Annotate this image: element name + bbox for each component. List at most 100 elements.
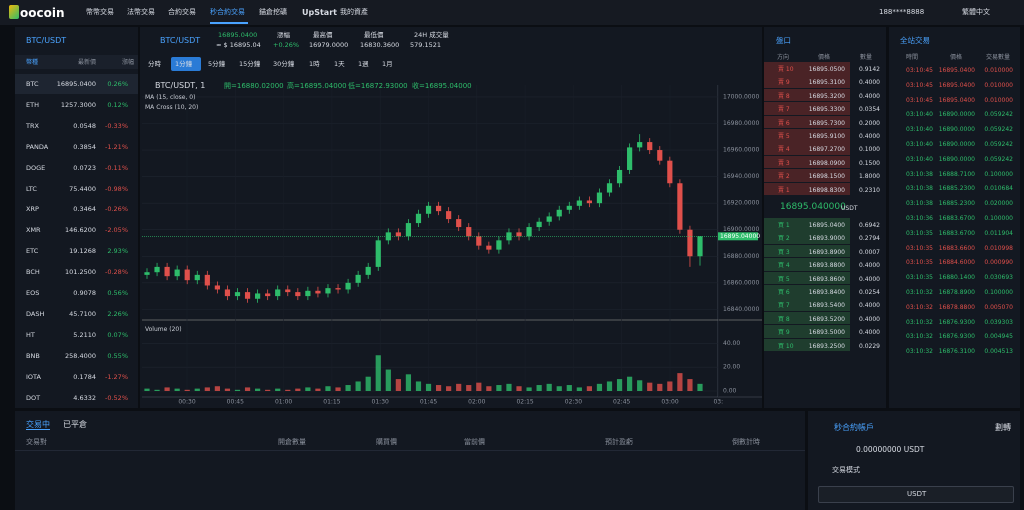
orderbook-side[interactable]: 賣 5 bbox=[778, 133, 790, 140]
volume-bar bbox=[154, 389, 160, 391]
orderbook-row-bg bbox=[764, 298, 850, 311]
account-transfer[interactable]: 劃轉 bbox=[995, 423, 1011, 432]
market-change: -0.33% bbox=[105, 121, 128, 130]
volume-tick-label: 20.00 bbox=[723, 364, 740, 371]
volume-bar bbox=[446, 386, 452, 391]
market-coin[interactable]: HT bbox=[26, 330, 35, 339]
interval[interactable]: 15分鐘 bbox=[239, 60, 261, 68]
orderbook-side[interactable]: 賣 7 bbox=[778, 106, 790, 114]
orderbook-price: 16895.3200 bbox=[808, 92, 845, 100]
orderbook-side[interactable]: 買 3 bbox=[778, 248, 790, 256]
orderbook-header: 數量 bbox=[860, 54, 873, 61]
market-coin[interactable]: DOGE bbox=[26, 163, 46, 172]
orderbook-side[interactable]: 買 9 bbox=[778, 329, 790, 337]
candle-body bbox=[446, 211, 452, 220]
interval[interactable]: 30分鐘 bbox=[273, 60, 295, 68]
market-change: 0.12% bbox=[107, 100, 128, 109]
market-coin[interactable]: ETH bbox=[26, 100, 39, 109]
market-coin[interactable]: DOT bbox=[26, 393, 41, 402]
interval[interactable]: 1分鐘 bbox=[175, 60, 193, 68]
x-tick-label: 01:30 bbox=[372, 399, 389, 406]
orderbook-price: 16898.8300 bbox=[808, 186, 845, 194]
trade-amount: 0.010000 bbox=[984, 67, 1013, 74]
market-coin[interactable]: BTC bbox=[26, 80, 39, 88]
market-coin[interactable]: TRX bbox=[26, 121, 39, 130]
trade-amount: 0.004513 bbox=[984, 348, 1013, 356]
interval[interactable]: 1週 bbox=[358, 60, 369, 68]
nav-item[interactable]: 錨倉挖礦 bbox=[259, 8, 287, 16]
positions-tab[interactable]: 已平倉 bbox=[63, 420, 87, 429]
orderbook-side[interactable]: 買 8 bbox=[778, 315, 790, 323]
market-coin[interactable]: BCH bbox=[26, 268, 40, 277]
trade-amount: 0.004945 bbox=[984, 333, 1013, 341]
nav-item[interactable]: 合約交易 bbox=[168, 8, 196, 16]
y-tick-label: 16960.0000 bbox=[723, 147, 759, 154]
orderbook-row-bg bbox=[764, 169, 850, 182]
account-title[interactable]: 秒合約帳戶 bbox=[834, 423, 874, 432]
nav-item[interactable]: 法幣交易 bbox=[127, 8, 155, 16]
trade-price: 16884.6000 bbox=[938, 259, 975, 267]
orderbook-side[interactable]: 買 10 bbox=[778, 342, 794, 350]
orderbook-side[interactable]: 買 2 bbox=[778, 235, 790, 243]
account-button[interactable] bbox=[818, 486, 1014, 503]
market-coin[interactable]: IOTA bbox=[26, 372, 41, 381]
market-coin[interactable]: DASH bbox=[26, 309, 45, 318]
trade-amount: 0.010000 bbox=[984, 96, 1013, 104]
orderbook-side[interactable]: 賣 3 bbox=[778, 159, 790, 167]
orderbook-row-bg bbox=[764, 155, 850, 169]
orderbook-header: 價格 bbox=[818, 54, 831, 61]
nav-item[interactable]: 幣幣交易 bbox=[86, 8, 114, 16]
candle-body bbox=[335, 288, 341, 290]
interval[interactable]: 5分鐘 bbox=[208, 60, 226, 68]
orderbook-side[interactable]: 賣 1 bbox=[778, 186, 790, 194]
orderbook-side[interactable]: 賣 2 bbox=[778, 173, 790, 181]
nav-item[interactable]: UpStart bbox=[302, 8, 337, 17]
candle-body bbox=[566, 205, 572, 210]
market-coin[interactable]: BNB bbox=[26, 351, 40, 360]
orderbook-qty: 0.0254 bbox=[859, 289, 880, 296]
market-coin[interactable]: LTC bbox=[26, 184, 37, 193]
orderbook-side[interactable]: 買 7 bbox=[778, 302, 790, 310]
market-price: 5.2110 bbox=[73, 330, 96, 339]
orderbook-side[interactable]: 買 5 bbox=[778, 275, 790, 283]
candle-body bbox=[154, 266, 160, 273]
orderbook-side[interactable]: 賣 8 bbox=[778, 92, 790, 100]
markets-header: 幣種 bbox=[26, 59, 39, 66]
orderbook-side[interactable]: 買 1 bbox=[778, 222, 790, 229]
chart-legend: 收=16895.04000 bbox=[412, 82, 472, 90]
user[interactable]: 188****8888 bbox=[879, 8, 925, 16]
chart-legend: 開=16880.02000 bbox=[224, 82, 284, 90]
candle-body bbox=[405, 223, 412, 237]
orderbook-qty: 0.4000 bbox=[859, 262, 880, 270]
orderbook-side[interactable]: 買 4 bbox=[778, 262, 790, 270]
orderbook-price: 16893.8800 bbox=[808, 262, 845, 270]
trade-time: 03:10:32 bbox=[906, 318, 933, 326]
market-coin[interactable]: XRP bbox=[26, 205, 39, 214]
market-coin[interactable]: ETC bbox=[26, 247, 39, 256]
nav-item[interactable]: 我的資產 bbox=[340, 8, 368, 16]
orderbook-qty: 0.2000 bbox=[859, 119, 880, 127]
interval[interactable]: 1時 bbox=[309, 60, 320, 68]
market-coin[interactable]: XMR bbox=[26, 226, 41, 235]
interval[interactable]: 分時 bbox=[148, 60, 161, 68]
language[interactable]: 繁體中文 bbox=[962, 8, 990, 16]
nav-item[interactable]: 秒合約交易 bbox=[210, 8, 245, 16]
orderbook-side[interactable]: 買 6 bbox=[778, 289, 790, 296]
orderbook-side[interactable]: 賣 10 bbox=[778, 66, 794, 73]
market-coin[interactable]: EOS bbox=[26, 289, 40, 297]
indicator-label: MA (15, close, 0) bbox=[145, 94, 196, 101]
volume-bar bbox=[476, 382, 482, 391]
interval[interactable]: 1天 bbox=[334, 60, 345, 68]
trade-time: 03:10:36 bbox=[906, 215, 933, 222]
interval[interactable]: 1月 bbox=[382, 60, 393, 68]
orderbook-side[interactable]: 賣 9 bbox=[778, 79, 790, 87]
market-coin[interactable]: PANDA bbox=[26, 142, 49, 151]
volume-bar bbox=[546, 383, 552, 391]
volume-bar bbox=[637, 380, 643, 391]
orderbook-side[interactable]: 賣 6 bbox=[778, 119, 790, 127]
positions-tab[interactable]: 交易中 bbox=[26, 420, 50, 430]
orderbook-qty: 0.4000 bbox=[859, 329, 880, 337]
orderbook-side[interactable]: 賣 4 bbox=[778, 146, 790, 154]
trades-title: 全站交易 bbox=[900, 36, 930, 45]
